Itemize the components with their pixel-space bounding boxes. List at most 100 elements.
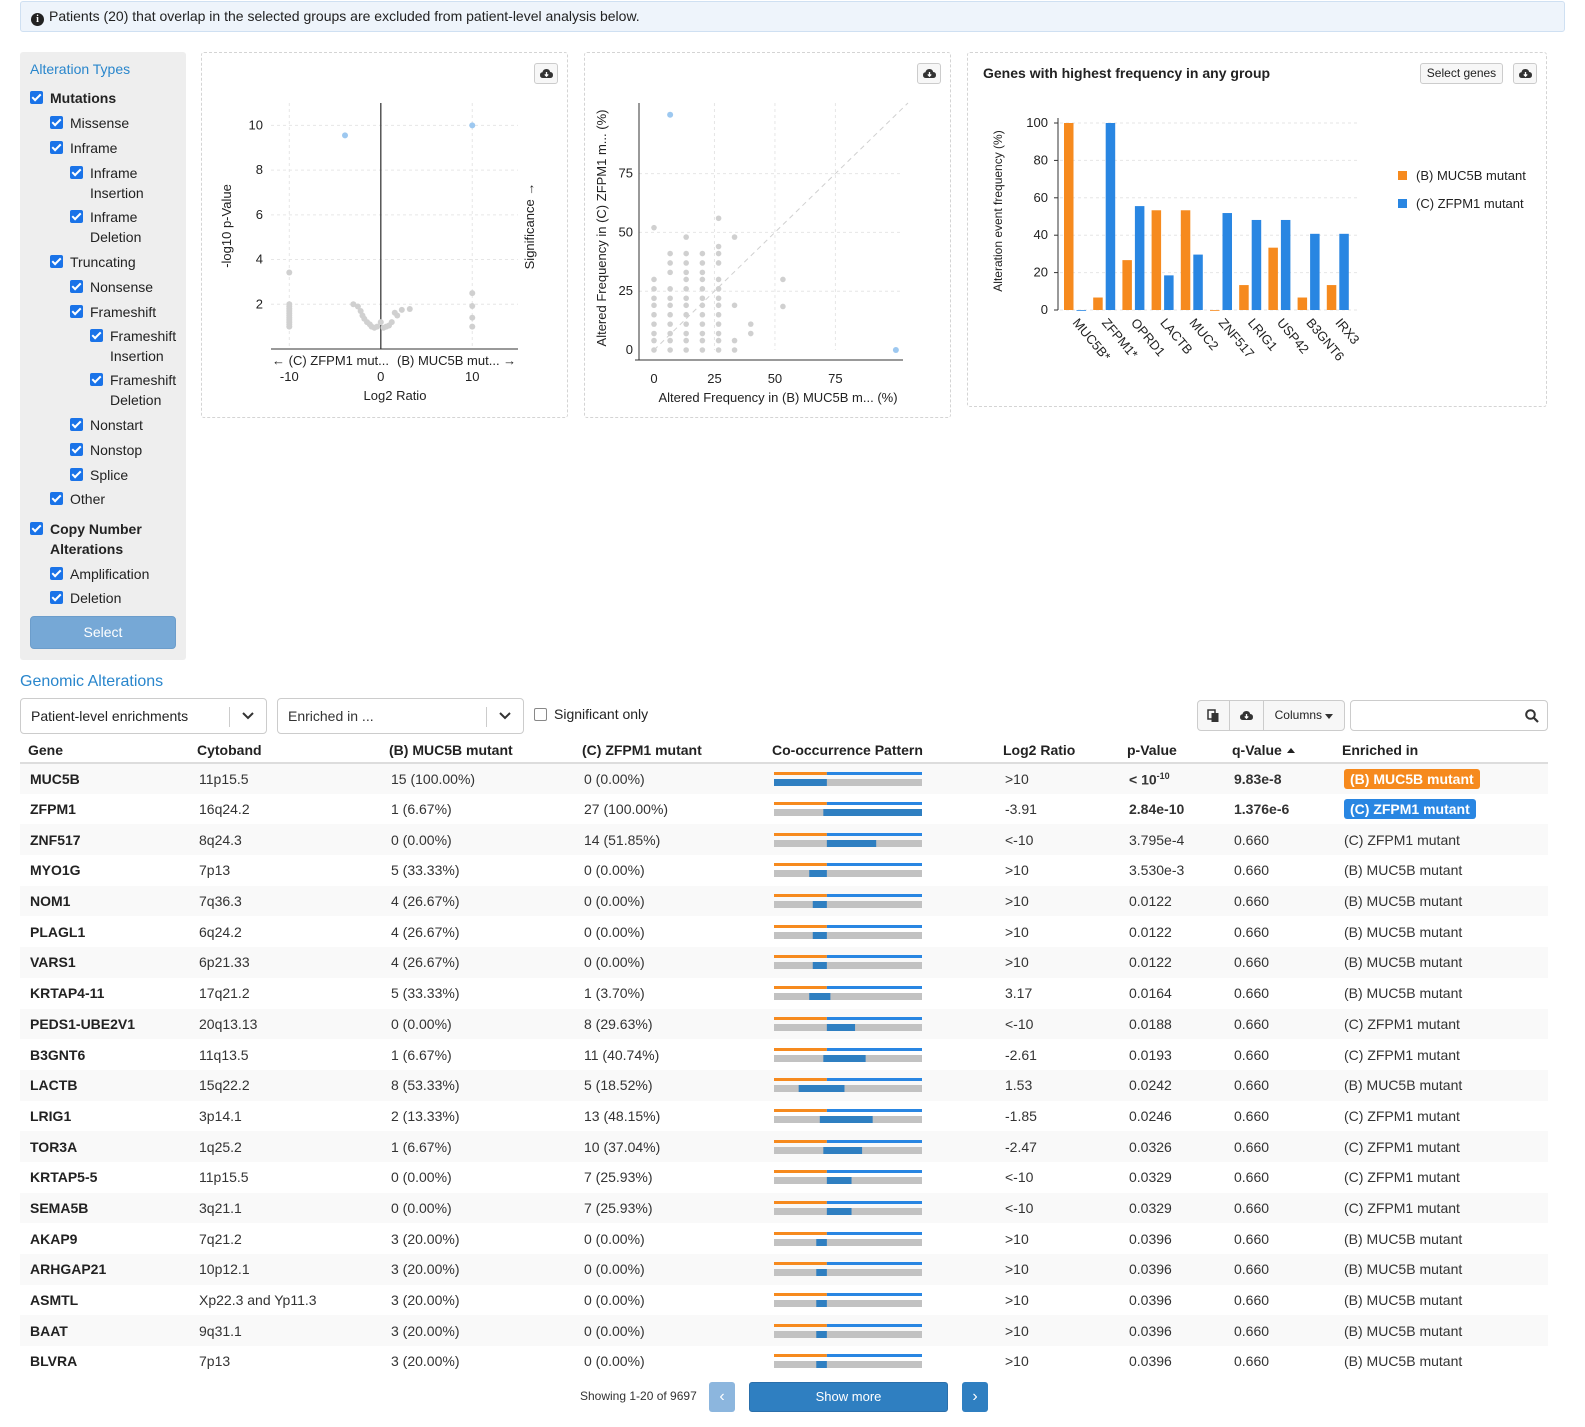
previous-page-button[interactable]: ‹ <box>709 1382 735 1412</box>
column-header-log2-ratio[interactable]: Log2 Ratio <box>995 736 1119 764</box>
column-header-gene[interactable]: Gene <box>20 736 189 764</box>
table-row[interactable]: ASMTL Xp22.3 and Yp11.3 3 (20.00%) 0 (0.00%… <box>20 1285 1548 1316</box>
alteration-option-nonstop[interactable]: Nonstop <box>70 440 180 460</box>
table-row[interactable]: MUC5B 11p15.5 15 (100.00%) 0 (0.00%) >10 < 10… <box>20 763 1548 794</box>
gene-cell[interactable]: LRIG1 <box>30 1107 72 1124</box>
checkbox-checked[interactable] <box>70 210 83 223</box>
checkbox-checked[interactable] <box>50 492 63 505</box>
download-table-button[interactable] <box>1229 700 1264 731</box>
select-alterations-button[interactable]: Select <box>30 616 176 649</box>
gene-cell[interactable]: ZNF517 <box>30 831 81 848</box>
checkbox-checked[interactable] <box>70 280 83 293</box>
gene-cell[interactable]: KRTAP5-5 <box>30 1169 98 1186</box>
column-header-cytoband[interactable]: Cytoband <box>189 736 381 764</box>
checkbox-checked[interactable] <box>70 166 83 179</box>
table-row[interactable]: KRTAP5-5 11p15.5 0 (0.00%) 7 (25.93%) <-10 0.… <box>20 1162 1548 1193</box>
gene-cell[interactable]: VARS1 <box>30 954 76 971</box>
alteration-option-deletion[interactable]: Deletion <box>50 588 180 608</box>
grey-data-point <box>715 286 722 292</box>
alteration-option-truncating[interactable]: Truncating <box>50 252 180 272</box>
checkbox-checked[interactable] <box>70 418 83 431</box>
table-row[interactable]: MYO1G 7p13 5 (33.33%) 0 (0.00%) >10 3.530e-3 0… <box>20 855 1548 886</box>
table-row[interactable]: ARHGAP21 10p12.1 3 (20.00%) 0 (0.00%) >10 0.0… <box>20 1254 1548 1285</box>
gene-cell[interactable]: MUC5B <box>30 770 80 787</box>
table-row[interactable]: ZNF517 8q24.3 0 (0.00%) 14 (51.85%) <-10 3.79… <box>20 824 1548 856</box>
download-scatter-button[interactable] <box>917 63 941 84</box>
gene-cell[interactable]: BAAT <box>30 1322 68 1339</box>
alteration-option-inframe[interactable]: Inframe <box>50 138 180 158</box>
alteration-option-frameshift-insertion[interactable]: Frameshift Insertion <box>90 326 176 366</box>
table-row[interactable]: LACTB 15q22.2 8 (53.33%) 5 (18.52%) 1.53 0.02… <box>20 1069 1548 1101</box>
checkbox-checked[interactable] <box>90 373 103 386</box>
alteration-option-nonstart[interactable]: Nonstart <box>70 415 180 435</box>
columns-button[interactable]: Columns <box>1263 700 1345 731</box>
table-row[interactable]: NOM1 7q36.3 4 (26.67%) 0 (0.00%) >10 0.0122 0.… <box>20 885 1548 917</box>
select-genes-button[interactable]: Select genes <box>1420 63 1503 84</box>
column-header-q-value[interactable]: q-Value <box>1224 736 1334 764</box>
alteration-option-splice[interactable]: Splice <box>70 465 180 485</box>
table-row[interactable]: VARS1 6p21.33 4 (26.67%) 0 (0.00%) >10 0.0122… <box>20 947 1548 978</box>
alteration-option-missense[interactable]: Missense <box>50 113 180 133</box>
gene-cell[interactable]: KRTAP4-11 <box>30 985 105 1002</box>
gene-cell[interactable]: AKAP9 <box>30 1230 78 1247</box>
column-header-p-value[interactable]: p-Value <box>1119 736 1224 764</box>
checkbox-checked[interactable] <box>50 255 63 268</box>
gene-cell[interactable]: PEDS1-UBE2V1 <box>30 1015 136 1032</box>
enrichment-type-select[interactable]: Patient-level enrichments <box>20 698 267 734</box>
alteration-option-amplification[interactable]: Amplification <box>50 564 180 584</box>
gene-cell[interactable]: PLAGL1 <box>30 923 86 940</box>
significant-only-toggle[interactable]: Significant only <box>534 706 648 722</box>
table-row[interactable]: ZFPM1 16q24.2 1 (6.67%) 27 (100.00%) -3.91 2.… <box>20 794 1548 825</box>
table-row[interactable]: PLAGL1 6q24.2 4 (26.67%) 0 (0.00%) >10 0.0122… <box>20 916 1548 947</box>
table-row[interactable]: KRTAP4-11 17q21.2 5 (33.33%) 1 (3.70%) 3.17 0… <box>20 978 1548 1009</box>
column-header-group-b[interactable]: (B) MUC5B mutant <box>381 736 574 764</box>
table-row[interactable]: BLVRA 7p13 3 (20.00%) 0 (0.00%) >10 0.0396 0.6… <box>20 1346 1548 1377</box>
table-row[interactable]: TOR3A 1q25.2 1 (6.67%) 10 (37.04%) -2.47 0.03… <box>20 1131 1548 1162</box>
alteration-option-mutations[interactable]: Mutations <box>30 88 180 108</box>
checkbox-checked[interactable] <box>50 116 63 129</box>
alteration-option-frameshift[interactable]: Frameshift <box>70 302 180 322</box>
gene-cell[interactable]: TOR3A <box>30 1138 78 1155</box>
download-bar-chart-button[interactable] <box>1513 63 1537 84</box>
checkbox-checked[interactable] <box>90 329 103 342</box>
gene-cell[interactable]: B3GNT6 <box>30 1046 86 1063</box>
enriched-in-select[interactable]: Enriched in ... <box>277 698 524 734</box>
copy-table-button[interactable] <box>1197 700 1230 731</box>
table-search[interactable] <box>1350 700 1548 731</box>
gene-cell[interactable]: ASMTL <box>30 1292 79 1309</box>
checkbox-checked[interactable] <box>50 591 63 604</box>
checkbox-checked[interactable] <box>70 443 83 456</box>
table-row[interactable]: PEDS1-UBE2V1 20q13.13 0 (0.00%) 8 (29.63%) <… <box>20 1008 1548 1040</box>
gene-cell[interactable]: SEMA5B <box>30 1199 89 1216</box>
next-page-button[interactable]: › <box>962 1382 988 1412</box>
download-volcano-button[interactable] <box>534 63 558 84</box>
table-row[interactable]: B3GNT6 11q13.5 1 (6.67%) 11 (40.74%) -2.61 0.… <box>20 1039 1548 1070</box>
checkbox-checked[interactable] <box>30 522 43 535</box>
show-more-button[interactable]: Show more <box>749 1382 948 1412</box>
gene-cell[interactable]: NOM1 <box>30 893 71 910</box>
checkbox-checked[interactable] <box>50 141 63 154</box>
gene-cell[interactable]: MYO1G <box>30 862 81 879</box>
alteration-option-copy-number-alterations[interactable]: Copy Number Alterations <box>30 519 180 559</box>
column-header-enriched-in[interactable]: Enriched in <box>1334 736 1548 764</box>
gene-cell[interactable]: ZFPM1 <box>30 801 76 818</box>
table-row[interactable]: BAAT 9q31.1 3 (20.00%) 0 (0.00%) >10 0.0396 0.… <box>20 1315 1548 1347</box>
alteration-option-other[interactable]: Other <box>50 489 180 509</box>
alteration-option-inframe-insertion[interactable]: Inframe Insertion <box>70 163 170 203</box>
checkbox-checked[interactable] <box>30 91 43 104</box>
alteration-option-nonsense[interactable]: Nonsense <box>70 277 180 297</box>
alteration-option-inframe-deletion[interactable]: Inframe Deletion <box>70 207 170 247</box>
gene-cell[interactable]: BLVRA <box>30 1353 78 1370</box>
significant-only-checkbox[interactable] <box>534 707 547 721</box>
gene-cell[interactable]: ARHGAP21 <box>30 1261 107 1278</box>
column-header-group-c[interactable]: (C) ZFPM1 mutant <box>574 736 764 764</box>
gene-cell[interactable]: LACTB <box>30 1077 78 1094</box>
column-header-co-occurrence[interactable]: Co-occurrence Pattern <box>764 736 995 764</box>
alteration-option-frameshift-deletion[interactable]: Frameshift Deletion <box>90 370 176 410</box>
table-row[interactable]: SEMA5B 3q21.1 0 (0.00%) 7 (25.93%) <-10 0.032… <box>20 1192 1548 1224</box>
checkbox-checked[interactable] <box>50 567 63 580</box>
table-row[interactable]: LRIG1 3p14.1 2 (13.33%) 13 (48.15%) -1.85 0.0… <box>20 1101 1548 1132</box>
checkbox-checked[interactable] <box>70 468 83 481</box>
table-row[interactable]: AKAP9 7q21.2 3 (20.00%) 0 (0.00%) >10 0.0396 0… <box>20 1223 1548 1254</box>
checkbox-checked[interactable] <box>70 305 83 318</box>
